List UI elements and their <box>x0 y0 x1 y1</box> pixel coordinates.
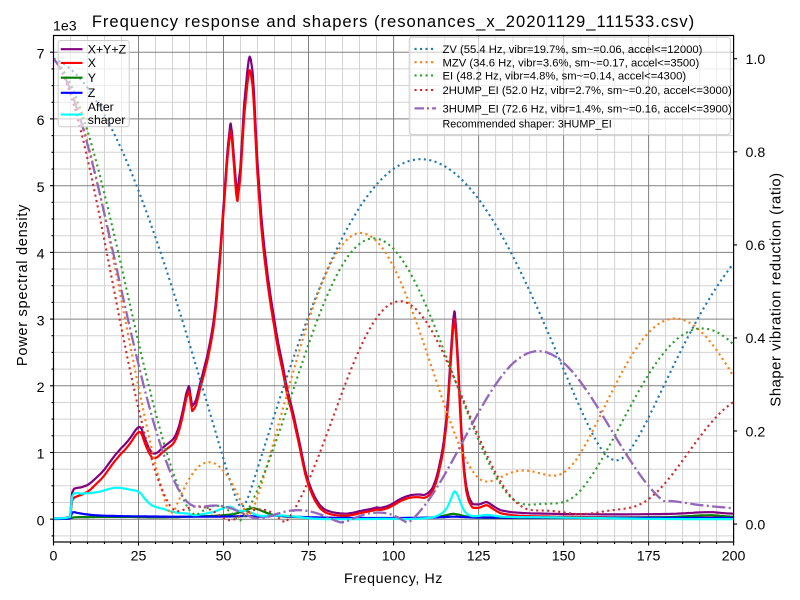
svg-text:7: 7 <box>37 46 45 62</box>
svg-text:0: 0 <box>50 548 58 564</box>
svg-text:1.0: 1.0 <box>746 52 766 68</box>
svg-text:0.4: 0.4 <box>746 331 766 347</box>
svg-text:Frequency, Hz: Frequency, Hz <box>344 571 443 587</box>
svg-text:Y: Y <box>88 71 96 85</box>
svg-text:25: 25 <box>131 548 147 564</box>
svg-text:0: 0 <box>37 513 45 529</box>
svg-text:75: 75 <box>301 548 317 564</box>
svg-text:125: 125 <box>467 548 491 564</box>
svg-text:MZV (34.6 Hz, vibr=3.6%, sm~=0: MZV (34.6 Hz, vibr=3.6%, sm~=0.17, accel… <box>443 57 700 69</box>
svg-text:0.2: 0.2 <box>746 424 766 440</box>
svg-text:shaper: shaper <box>88 113 126 127</box>
svg-text:Frequency response and shapers: Frequency response and shapers (resonanc… <box>92 12 695 31</box>
svg-text:175: 175 <box>637 548 661 564</box>
svg-text:After: After <box>88 100 114 114</box>
svg-text:5: 5 <box>37 180 45 196</box>
svg-text:Shaper vibration reduction (ra: Shaper vibration reduction (ratio) <box>769 172 785 406</box>
svg-text:50: 50 <box>216 548 232 564</box>
svg-text:Z: Z <box>88 86 96 100</box>
svg-text:1: 1 <box>37 447 45 463</box>
svg-text:3HUMP_EI (72.6 Hz, vibr=1.4%,: 3HUMP_EI (72.6 Hz, vibr=1.4%, sm~=0.16, … <box>443 104 732 116</box>
svg-text:150: 150 <box>552 548 576 564</box>
svg-text:Recommended shaper: 3HUMP_EI: Recommended shaper: 3HUMP_EI <box>443 119 612 131</box>
svg-text:X: X <box>88 56 96 70</box>
svg-text:6: 6 <box>37 113 45 129</box>
svg-text:Power spectral density: Power spectral density <box>15 204 31 366</box>
svg-text:2HUMP_EI (52.0 Hz, vibr=2.7%,: 2HUMP_EI (52.0 Hz, vibr=2.7%, sm~=0.20, … <box>443 85 732 97</box>
svg-text:0.6: 0.6 <box>746 238 766 254</box>
svg-text:0.0: 0.0 <box>746 517 766 533</box>
svg-text:X+Y+Z: X+Y+Z <box>88 42 127 56</box>
svg-text:ZV (55.4 Hz, vibr=19.7%, sm~=0: ZV (55.4 Hz, vibr=19.7%, sm~=0.06, accel… <box>443 44 703 56</box>
svg-text:EI (48.2 Hz, vibr=4.8%, sm~=0.: EI (48.2 Hz, vibr=4.8%, sm~=0.14, accel<… <box>443 71 687 83</box>
svg-text:0.8: 0.8 <box>746 145 766 161</box>
svg-text:1e3: 1e3 <box>53 18 77 34</box>
svg-text:200: 200 <box>722 548 746 564</box>
svg-text:100: 100 <box>382 548 406 564</box>
svg-text:2: 2 <box>37 380 45 396</box>
svg-text:3: 3 <box>37 313 45 329</box>
svg-text:4: 4 <box>37 247 45 263</box>
